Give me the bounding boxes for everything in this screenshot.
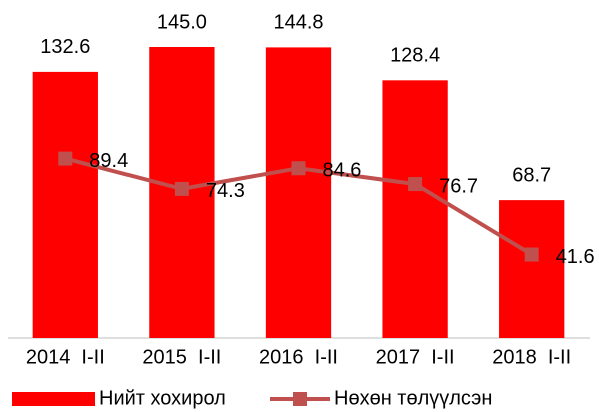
legend-label: Нөхөн төлүүлсэн — [334, 387, 492, 409]
value-label: 144.8 — [273, 12, 323, 34]
value-label: 68.7 — [512, 164, 551, 186]
value-label: 128.4 — [390, 45, 440, 67]
legend-swatch — [293, 392, 307, 406]
value-label: 132.6 — [40, 36, 90, 58]
line-marker — [408, 177, 423, 192]
value-label: 41.6 — [556, 246, 595, 268]
legend-label: Нийт хохирол — [99, 387, 226, 409]
x-tick-label: 2015 I-II — [142, 346, 221, 368]
legend-swatch — [12, 392, 95, 406]
bar — [382, 80, 448, 338]
x-tick-label: 2016 I-II — [259, 346, 338, 368]
x-tick-label: 2018 I-II — [492, 346, 571, 368]
value-label: 145.0 — [157, 11, 207, 33]
value-label: 84.6 — [323, 159, 362, 181]
bar — [265, 47, 332, 339]
value-label: 76.7 — [439, 175, 478, 197]
x-tick-label: 2014 I-II — [26, 346, 105, 368]
value-label: 89.4 — [89, 150, 128, 172]
line-marker — [524, 247, 539, 262]
line-marker — [174, 181, 189, 196]
line-marker — [291, 161, 306, 176]
value-label: 74.3 — [206, 180, 245, 202]
bar — [499, 200, 565, 338]
x-tick-label: 2017 I-II — [376, 346, 455, 368]
line-marker — [58, 151, 73, 166]
bar — [32, 71, 98, 338]
